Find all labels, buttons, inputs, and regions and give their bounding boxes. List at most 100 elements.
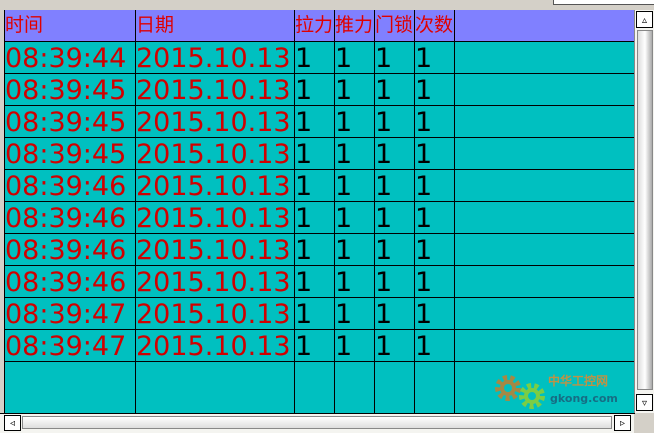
- cell-date: 2015.10.13: [136, 42, 295, 73]
- cell-pull: 1: [295, 266, 335, 297]
- table-row[interactable]: 08:39:47 2015.10.13 1 1 1 1: [5, 298, 635, 330]
- cell-push: [335, 362, 375, 414]
- cell-empty: [455, 106, 635, 137]
- vertical-scrollbar[interactable]: ▵ ▿: [634, 10, 654, 413]
- table-row[interactable]: 08:39:46 2015.10.13 1 1 1 1: [5, 266, 635, 298]
- cell-empty: [455, 298, 635, 329]
- table-row[interactable]: 08:39:44 2015.10.13 1 1 1 1: [5, 42, 635, 74]
- table-row[interactable]: 08:39:46 2015.10.13 1 1 1 1: [5, 170, 635, 202]
- cell-push: 1: [335, 42, 375, 73]
- cell-date: [136, 362, 295, 414]
- cell-count: 1: [415, 266, 455, 297]
- cell-empty: [455, 202, 635, 233]
- horizontal-scroll-thumb[interactable]: [22, 416, 612, 429]
- cell-time: 08:39:45: [5, 74, 136, 105]
- cell-count: 1: [415, 106, 455, 137]
- horizontal-scrollbar[interactable]: ◃ ▹: [0, 413, 634, 433]
- header-empty[interactable]: [455, 10, 635, 41]
- cell-time: 08:39:46: [5, 234, 136, 265]
- cell-push: 1: [335, 106, 375, 137]
- cell-lock: [375, 362, 415, 414]
- cell-empty: [455, 234, 635, 265]
- cell-count: 1: [415, 170, 455, 201]
- cell-date: 2015.10.13: [136, 170, 295, 201]
- header-pull[interactable]: 拉力: [295, 10, 335, 41]
- cell-pull: 1: [295, 202, 335, 233]
- watermark-logo: 中华工控网 gkong.com: [490, 370, 630, 412]
- cell-empty: [455, 330, 635, 361]
- cell-push: 1: [335, 298, 375, 329]
- scroll-right-button[interactable]: ▹: [614, 415, 631, 431]
- header-push[interactable]: 推力: [335, 10, 375, 41]
- cell-time: 08:39:44: [5, 42, 136, 73]
- scroll-up-button[interactable]: ▵: [636, 11, 653, 28]
- cell-lock: 1: [375, 202, 415, 233]
- scroll-left-button[interactable]: ◃: [4, 415, 21, 431]
- cell-push: 1: [335, 234, 375, 265]
- table-row[interactable]: 08:39:47 2015.10.13 1 1 1 1: [5, 330, 635, 362]
- cell-date: 2015.10.13: [136, 330, 295, 361]
- table-row[interactable]: 08:39:46 2015.10.13 1 1 1 1: [5, 202, 635, 234]
- vertical-scroll-thumb[interactable]: [637, 30, 653, 390]
- cell-pull: 1: [295, 138, 335, 169]
- cell-push: 1: [335, 74, 375, 105]
- cell-push: 1: [335, 330, 375, 361]
- cell-pull: 1: [295, 234, 335, 265]
- cell-count: 1: [415, 234, 455, 265]
- cell-count: 1: [415, 74, 455, 105]
- cell-date: 2015.10.13: [136, 298, 295, 329]
- cell-date: 2015.10.13: [136, 138, 295, 169]
- header-time[interactable]: 时间: [5, 10, 136, 41]
- cell-date: 2015.10.13: [136, 266, 295, 297]
- cell-pull: 1: [295, 42, 335, 73]
- watermark-en: gkong.com: [550, 392, 618, 405]
- top-bar: [0, 0, 654, 10]
- cell-empty: [455, 266, 635, 297]
- cell-push: 1: [335, 138, 375, 169]
- cell-lock: 1: [375, 138, 415, 169]
- grid-header: 时间 日期 拉力 推力 门锁 次数: [5, 10, 635, 42]
- cell-time: 08:39:47: [5, 330, 136, 361]
- cell-lock: 1: [375, 74, 415, 105]
- cell-empty: [455, 42, 635, 73]
- cell-pull: 1: [295, 106, 335, 137]
- cell-date: 2015.10.13: [136, 74, 295, 105]
- cell-pull: 1: [295, 330, 335, 361]
- cell-time: 08:39:46: [5, 202, 136, 233]
- cell-count: 1: [415, 330, 455, 361]
- cell-date: 2015.10.13: [136, 106, 295, 137]
- cell-count: 1: [415, 202, 455, 233]
- table-row[interactable]: 08:39:46 2015.10.13 1 1 1 1: [5, 234, 635, 266]
- cell-lock: 1: [375, 234, 415, 265]
- top-slider[interactable]: [553, 0, 654, 5]
- cell-lock: 1: [375, 266, 415, 297]
- cell-time: 08:39:45: [5, 138, 136, 169]
- cell-time: 08:39:45: [5, 106, 136, 137]
- data-grid: 时间 日期 拉力 推力 门锁 次数 08:39:44 2015.10.13 1 1 1 1 08:39…: [4, 10, 635, 414]
- table-row[interactable]: 08:39:45 2015.10.13 1 1 1 1: [5, 138, 635, 170]
- cell-lock: 1: [375, 106, 415, 137]
- cell-lock: 1: [375, 298, 415, 329]
- cell-pull: 1: [295, 170, 335, 201]
- table-row[interactable]: 08:39:45 2015.10.13 1 1 1 1: [5, 106, 635, 138]
- header-date[interactable]: 日期: [136, 10, 295, 41]
- table-row[interactable]: 08:39:45 2015.10.13 1 1 1 1: [5, 74, 635, 106]
- cell-date: 2015.10.13: [136, 234, 295, 265]
- watermark-cn: 中华工控网: [548, 374, 609, 388]
- cell-time: 08:39:47: [5, 298, 136, 329]
- cell-lock: 1: [375, 42, 415, 73]
- cell-push: 1: [335, 170, 375, 201]
- cell-empty: [455, 74, 635, 105]
- cell-empty: [455, 138, 635, 169]
- cell-lock: 1: [375, 170, 415, 201]
- cell-pull: 1: [295, 298, 335, 329]
- header-count[interactable]: 次数: [415, 10, 455, 41]
- cell-date: 2015.10.13: [136, 202, 295, 233]
- cell-time: 08:39:46: [5, 266, 136, 297]
- cell-push: 1: [335, 202, 375, 233]
- cell-pull: 1: [295, 74, 335, 105]
- gear-icon: [495, 375, 545, 409]
- cell-push: 1: [335, 266, 375, 297]
- header-lock[interactable]: 门锁: [375, 10, 415, 41]
- scroll-down-button[interactable]: ▿: [636, 394, 653, 411]
